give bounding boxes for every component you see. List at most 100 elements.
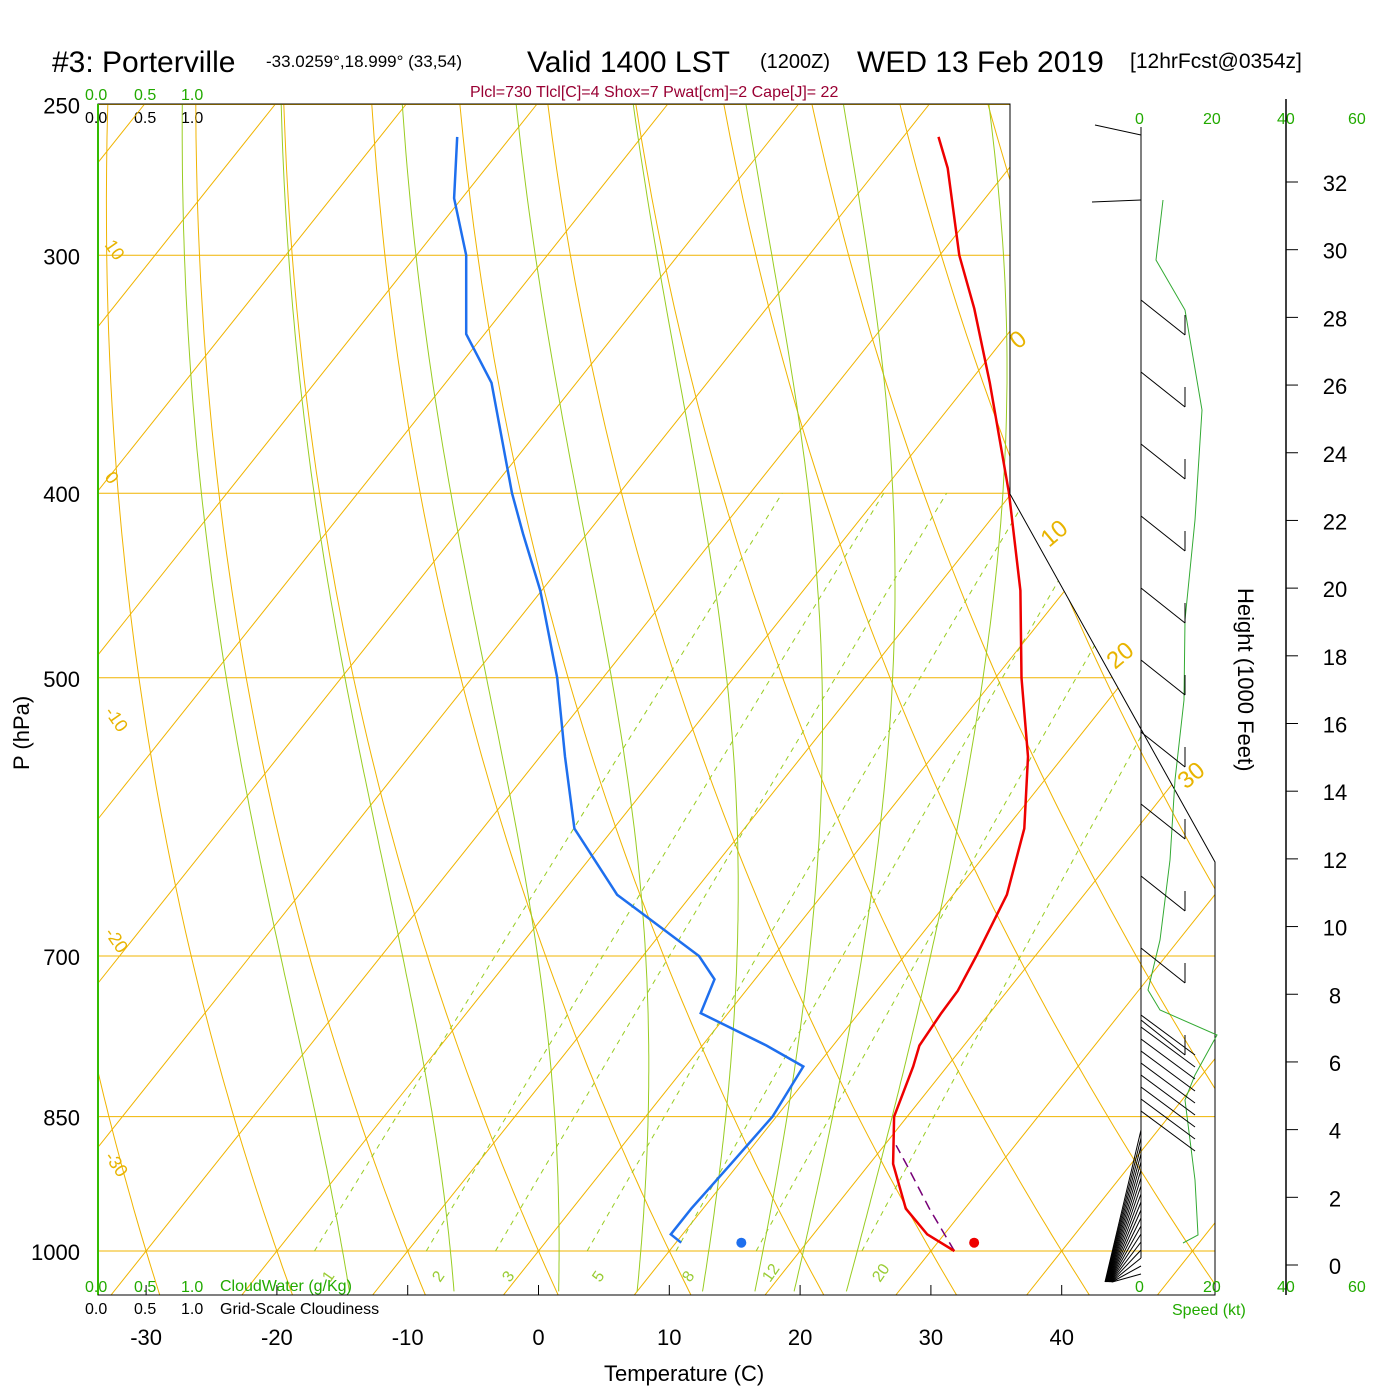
isotherm-label: 10: [1036, 515, 1074, 553]
isotherm-label: -20: [101, 924, 132, 957]
isotherm-label: 10: [101, 236, 129, 264]
moist-adiabat: [279, 104, 455, 1292]
x-tick-label: -10: [392, 1325, 424, 1350]
pressure-label: 1000: [31, 1240, 80, 1265]
height-label: 18: [1323, 645, 1347, 670]
x-tick-label: 30: [919, 1325, 943, 1350]
isotherm: [633, 104, 1215, 1295]
scale-tick: 0.5: [134, 110, 156, 127]
chart-grid: [98, 104, 1215, 1295]
isotherm: [1026, 104, 1215, 1295]
height-label: 20: [1323, 577, 1347, 602]
wind-barb: [1108, 1209, 1142, 1283]
x-axis-title: Temperature (C): [604, 1361, 764, 1386]
speed-tick: 20: [1203, 111, 1221, 128]
mixing-ratio-line: [425, 492, 885, 1252]
moist-adiabat: [793, 104, 896, 1292]
scale-tick: 0.5: [134, 1279, 156, 1296]
moist-adiabat: [181, 104, 350, 1292]
isotherm: [98, 104, 800, 1295]
mixing-ratio-label: 5: [589, 1268, 608, 1285]
wind-barb: [1140, 587, 1186, 624]
wind-barb: [1091, 199, 1142, 203]
isotherm-label: -10: [101, 703, 132, 736]
wind-barb: [1106, 1177, 1142, 1283]
y-axis-title: P (hPa): [9, 696, 34, 770]
isotherm: [98, 104, 276, 1295]
mixing-ratio-line: [861, 492, 1215, 1252]
pressure-label: 300: [43, 244, 80, 269]
wind-barb: [1109, 1225, 1142, 1283]
dry-adiabat: [1141, 104, 1215, 1295]
surface-dewpoint-marker: [736, 1237, 747, 1248]
station-coords: -33.0259°,18.999° (33,54): [266, 52, 462, 71]
wind-barb: [1105, 1153, 1142, 1283]
scale-tick: 1.0: [181, 1279, 203, 1296]
cloudiness-scale-bottom: 0.0 0.5 1.0 Grid-Scale Cloudiness: [85, 1301, 379, 1318]
mixing-ratio-line: [586, 492, 1030, 1252]
height-label: 32: [1323, 171, 1347, 196]
wind-barb: [1140, 1098, 1196, 1140]
scale-tick: 1.0: [181, 110, 203, 127]
moist-adiabat: [734, 104, 823, 1292]
wind-barb: [1109, 1233, 1142, 1283]
scale-tick: 0.5: [134, 1301, 156, 1318]
height-label: 10: [1323, 916, 1347, 941]
height-label: 26: [1323, 374, 1347, 399]
isotherm-label: 0: [1005, 325, 1033, 354]
speed-scale-bottom: 0 20 40 60: [1135, 1279, 1366, 1296]
isotherm: [98, 104, 538, 1295]
cloudwater-scale-top: 0.0 0.5 1.0: [85, 87, 203, 104]
speed-tick: 20: [1203, 1279, 1221, 1296]
valid-time: Valid 1400 LST: [527, 46, 730, 79]
dry-adiabat: [711, 104, 1215, 1295]
isotherm: [764, 104, 1215, 1295]
isotherm: [98, 104, 930, 1295]
wind-barb: [1108, 1201, 1142, 1283]
scale-tick: 0.5: [134, 87, 156, 104]
scale-tick: 0.0: [85, 87, 107, 104]
isotherm: [503, 104, 1215, 1295]
cloudwater-label: CloudWater (g/Kg): [220, 1278, 352, 1295]
scale-tick: 1.0: [181, 1301, 203, 1318]
cloudiness-label: Grid-Scale Cloudiness: [220, 1301, 379, 1318]
isotherm: [98, 104, 669, 1295]
isotherm-label: 30: [1173, 757, 1211, 795]
dry-adiabat: [281, 104, 561, 1295]
height-label: 24: [1323, 442, 1347, 467]
speed-tick: 60: [1348, 1279, 1366, 1296]
wind-speed-profile: [1147, 199, 1218, 1244]
dry-adiabat: [625, 104, 1093, 1295]
dewpoint-trace: [452, 136, 806, 1244]
wind-barb: [1140, 803, 1186, 840]
height-label: 14: [1323, 780, 1347, 805]
pressure-label: 700: [43, 945, 80, 970]
mixing-ratio-label: 20: [869, 1261, 893, 1285]
stability-indices: Plcl=730 Tlcl[C]=4 Shox=7 Pwat[cm]=2 Cap…: [470, 84, 838, 101]
height-label: 4: [1329, 1119, 1341, 1144]
y2-axis-title: Height (1000 Feet): [1233, 588, 1258, 771]
x-tick-label: 0: [532, 1325, 544, 1350]
height-label: 28: [1323, 306, 1347, 331]
x-tick-label: 10: [657, 1325, 681, 1350]
speed-tick: 0: [1135, 111, 1144, 128]
x-tick-label: -30: [130, 1325, 162, 1350]
dry-adiabat: [797, 104, 1215, 1295]
wind-barb: [1110, 1241, 1142, 1283]
height-label: 12: [1323, 848, 1347, 873]
station-title: #3: Porterville: [52, 46, 235, 79]
parcel-path: [895, 1144, 956, 1252]
wind-barb: [1094, 124, 1142, 136]
wind-barb: [1106, 1169, 1142, 1283]
chart-traces: [452, 136, 1030, 1253]
moist-adiabat: [397, 104, 560, 1292]
isotherm-label: 0: [101, 468, 123, 488]
wind-barb: [1140, 1014, 1196, 1056]
height-label: 6: [1329, 1051, 1341, 1076]
wind-barb: [1140, 443, 1186, 480]
x-tick-label: -20: [261, 1325, 293, 1350]
mixing-ratio-line: [314, 492, 783, 1252]
wind-barb: [1140, 731, 1186, 768]
height-label: 22: [1323, 509, 1347, 534]
